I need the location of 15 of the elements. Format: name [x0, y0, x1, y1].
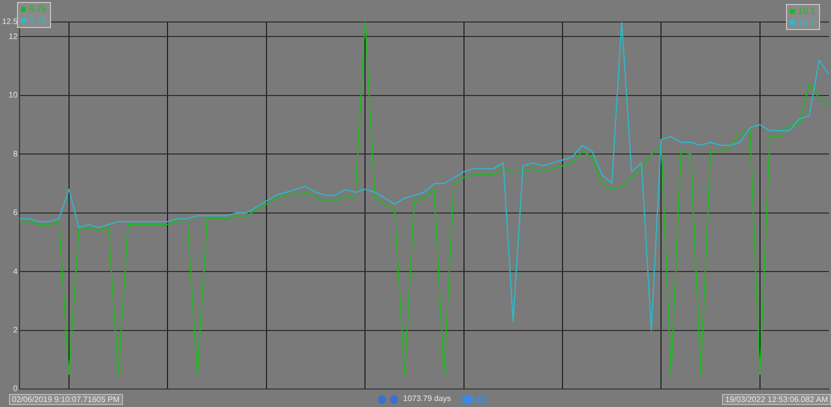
- annotation: 5.76: [29, 15, 47, 25]
- y-tick-label: 6: [13, 208, 18, 218]
- text: 5.76: [29, 4, 47, 14]
- y-tick-label: 2: [13, 325, 18, 334]
- y-tick-label: 10: [8, 90, 18, 100]
- text: 19/03/2022 12:53:06.082 AM: [722, 394, 831, 405]
- y-tick-label: 12: [8, 32, 18, 41]
- annotation: 10.7: [798, 17, 816, 27]
- y-tick-label: 4: [13, 266, 18, 276]
- text: 1073.79 days: [402, 394, 452, 403]
- y-tick-label: 8: [13, 149, 18, 158]
- y-tick-label: 12.5: [2, 17, 18, 26]
- y-tick-label: 0: [13, 384, 18, 394]
- text: 10.1: [798, 6, 816, 16]
- text: 02/06/2019 9:10:07.71605 PM: [9, 394, 123, 405]
